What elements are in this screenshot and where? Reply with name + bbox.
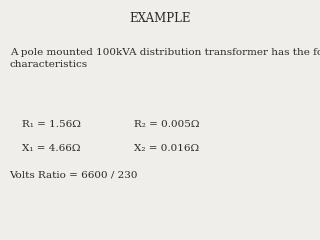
Text: A pole mounted 100kVA distribution transformer has the following
characteristics: A pole mounted 100kVA distribution trans… [10, 48, 320, 69]
Text: X₂ = 0.016Ω: X₂ = 0.016Ω [134, 144, 200, 153]
Text: EXAMPLE: EXAMPLE [129, 12, 191, 25]
Text: X₁ = 4.66Ω: X₁ = 4.66Ω [22, 144, 81, 153]
Text: Volts Ratio = 6600 / 230: Volts Ratio = 6600 / 230 [10, 170, 138, 180]
Text: R₂ = 0.005Ω: R₂ = 0.005Ω [134, 120, 200, 129]
Text: R₁ = 1.56Ω: R₁ = 1.56Ω [22, 120, 81, 129]
